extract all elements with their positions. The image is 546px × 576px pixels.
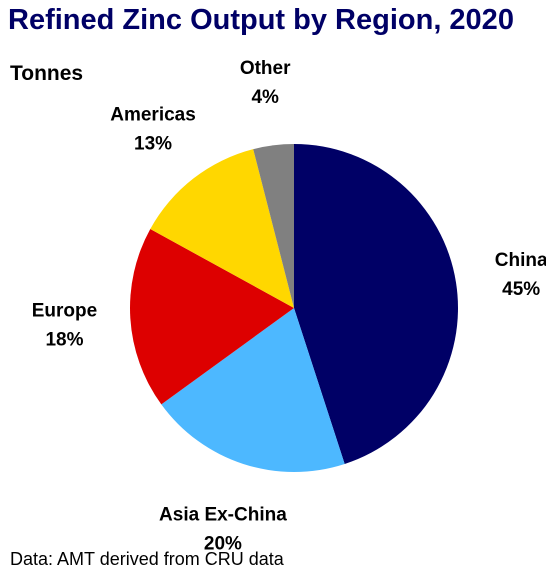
slice-label-asia-ex-china: Asia Ex-China 20% xyxy=(159,505,287,555)
slice-category-label: Americas xyxy=(110,104,196,125)
slice-value-label: 45% xyxy=(502,279,540,300)
pie-slice-other xyxy=(253,144,294,308)
slice-value-label: 4% xyxy=(251,87,279,108)
slice-category-label: Asia Ex-China xyxy=(159,505,287,526)
pie-slice-americas xyxy=(150,149,294,308)
chart-unit-label: Tonnes xyxy=(10,62,84,85)
slice-value-label: 18% xyxy=(45,329,83,350)
slice-label-other: Other 4% xyxy=(240,58,291,108)
pie-labels: China 45% Asia Ex-China 20% Europe 18% America… xyxy=(32,58,546,555)
slice-category-label: Other xyxy=(240,58,291,79)
pie-slice-europe xyxy=(130,228,294,405)
slice-label-china: China 45% xyxy=(495,250,546,300)
chart-title: Refined Zinc Output by Region, 2020 xyxy=(8,4,514,36)
slice-value-label: 20% xyxy=(204,534,242,555)
slice-label-americas: Americas 13% xyxy=(110,104,196,154)
pie-slice-asia-ex-china xyxy=(161,308,345,472)
chart-source-note: Data: AMT derived from CRU data xyxy=(10,549,284,569)
slice-value-label: 13% xyxy=(134,133,172,154)
pie-slices xyxy=(130,144,458,472)
slice-label-europe: Europe 18% xyxy=(32,300,97,350)
slice-category-label: China xyxy=(495,250,546,271)
slice-category-label: Europe xyxy=(32,300,97,321)
pie-slice-china xyxy=(294,144,458,464)
